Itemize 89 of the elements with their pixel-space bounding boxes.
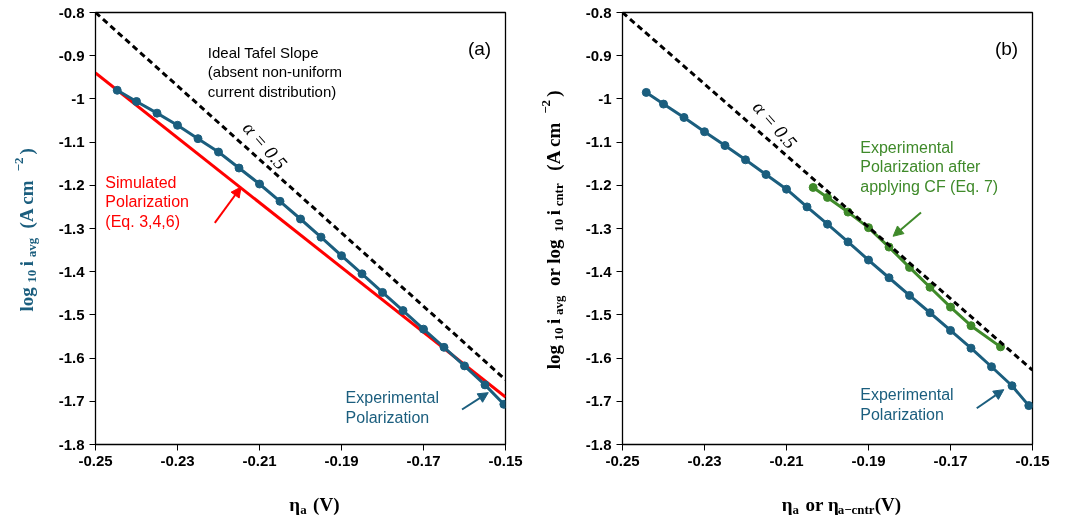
x-tick-label: -0.23 [687, 451, 722, 469]
y-tick-label: -1.7 [585, 392, 612, 410]
y-tick-label: -1.7 [58, 392, 85, 410]
y-tick-label: -1.4 [58, 262, 86, 280]
x-tick-label: -0.19 [324, 451, 359, 469]
point [173, 120, 182, 130]
point [132, 97, 141, 106]
y-tick-label: -1.1 [58, 133, 85, 151]
x-tick-label: -0.17 [933, 451, 968, 469]
point [925, 282, 935, 292]
y-tick-label: -1.6 [58, 349, 85, 367]
point [884, 273, 894, 283]
annotation: (b) [994, 38, 1019, 60]
point [255, 179, 264, 189]
point [966, 343, 976, 353]
point [460, 361, 469, 371]
point [316, 232, 326, 242]
point [296, 214, 305, 224]
annotation: Experimental Polarization [860, 386, 954, 423]
annotation: Experimental Polarization [345, 389, 439, 426]
point [337, 251, 346, 261]
point [234, 163, 244, 173]
point [946, 325, 955, 335]
point [925, 308, 935, 318]
point [823, 219, 832, 229]
y-tick-label: -1.1 [585, 133, 612, 151]
point [398, 306, 408, 316]
point [808, 182, 818, 192]
point [480, 380, 490, 390]
point [193, 134, 203, 144]
y-tick-label: -1.2 [585, 176, 612, 194]
y-tick-label: -0.8 [58, 3, 85, 21]
point [802, 202, 812, 212]
point [843, 237, 853, 247]
y-tick-label: -0.9 [58, 46, 85, 64]
point [720, 141, 730, 151]
point [761, 170, 771, 179]
annotation: (a) [467, 38, 492, 60]
y-tick-label: -1 [71, 89, 85, 107]
y-tick-label: -0.9 [585, 46, 612, 64]
point [378, 287, 387, 297]
point [214, 147, 223, 157]
point [679, 112, 689, 122]
point [864, 255, 873, 265]
x-tick-label: -0.23 [160, 451, 195, 469]
point [946, 302, 955, 312]
y-tick-label: -1.3 [585, 219, 612, 237]
y-axis-title: log10iavg (A cm−2) [11, 148, 39, 312]
point [700, 127, 709, 137]
y-tick-label: -1.4 [585, 262, 613, 280]
point [1007, 381, 1017, 391]
x-tick-label: -0.15 [1015, 451, 1050, 469]
y-tick-label: -1.5 [585, 305, 612, 323]
point [905, 290, 914, 300]
point [641, 87, 651, 97]
y-tick-label: -1.5 [58, 305, 85, 323]
annotation: α = 0.5 [748, 96, 802, 153]
point [112, 85, 122, 95]
x-tick-label: -0.15 [488, 451, 523, 469]
y-tick-label: -1.8 [58, 435, 85, 453]
annotation: Experimental Polarization after applying CF (Eq. 7) [860, 138, 999, 195]
point [782, 184, 791, 194]
point [987, 362, 996, 372]
x-tick-label: -0.19 [851, 451, 886, 469]
point [152, 108, 162, 118]
point [439, 342, 449, 352]
y-tick-label: -1.3 [58, 219, 85, 237]
point [659, 99, 668, 109]
point [966, 321, 976, 331]
y-tick-label: -1 [598, 89, 612, 107]
annotation: Simulated Polarization (Eq. 3,4,6) [105, 173, 189, 230]
point [823, 192, 832, 202]
point [741, 155, 750, 165]
x-tick-label: -0.25 [78, 451, 113, 469]
y-tick-label: -1.8 [585, 435, 612, 453]
point [357, 269, 367, 279]
x-tick-label: -0.25 [605, 451, 640, 469]
text: log10iavg or log10icntr (A cm−2) [538, 90, 566, 370]
point [275, 196, 285, 206]
y-tick-label: -1.2 [58, 176, 85, 194]
annotation: α = 0.5 [238, 117, 292, 174]
y-tick-label: -0.8 [585, 3, 612, 21]
point [419, 324, 428, 334]
point [1024, 401, 1033, 411]
x-tick-label: -0.21 [769, 451, 804, 469]
x-tick-label: -0.21 [242, 451, 277, 469]
y-tick-label: -1.6 [585, 349, 612, 367]
annotation: Ideal Tafel Slope (absent non-uniform current distribution) [207, 43, 343, 100]
x-tick-label: -0.17 [406, 451, 441, 469]
